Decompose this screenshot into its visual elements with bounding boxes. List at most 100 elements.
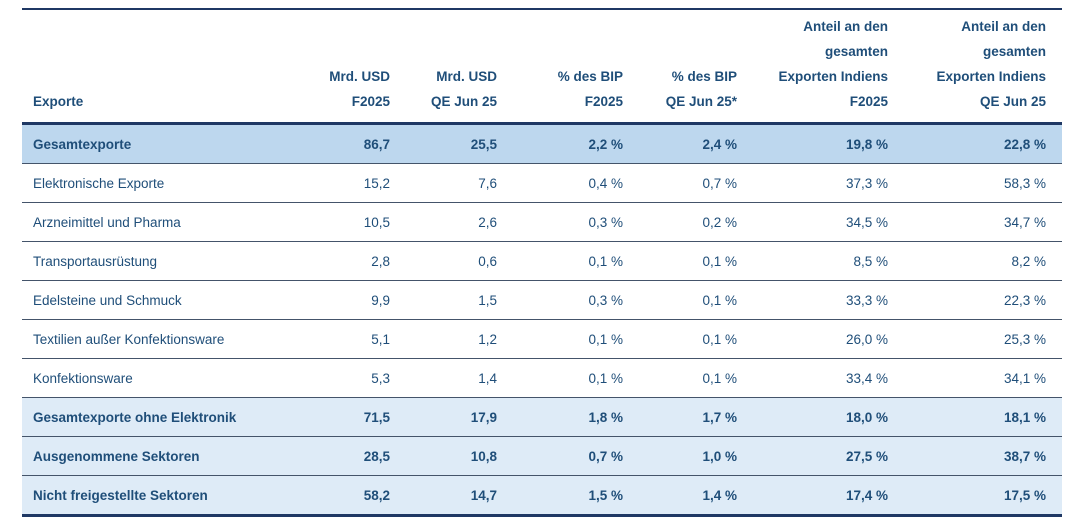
value-cell: 34,1 % — [902, 358, 1062, 398]
value-cell: 0,4 % — [511, 163, 637, 203]
value-cell: 17,9 — [404, 397, 511, 437]
table-row: Textilien außer Konfektionsware 5,1 1,2 … — [22, 319, 1062, 359]
value-cell: 18,0 % — [751, 397, 902, 437]
value-cell: 1,2 — [404, 319, 511, 359]
value-cell: 0,1 % — [637, 241, 751, 281]
value-cell: 0,1 % — [511, 358, 637, 398]
value-cell: 34,5 % — [751, 202, 902, 242]
value-cell: 33,4 % — [751, 358, 902, 398]
value-cell: 1,7 % — [637, 397, 751, 437]
value-cell: 5,1 — [300, 319, 404, 359]
column-header-line: % des BIP — [671, 69, 737, 84]
row-label-cell: Konfektionsware — [22, 358, 300, 398]
row-label-cell: Gesamtexporte ohne Elektronik — [22, 397, 300, 437]
row-label-cell: Gesamtexporte — [22, 123, 300, 164]
column-header-line: Exporte — [33, 94, 84, 109]
value-cell: 0,1 % — [637, 319, 751, 359]
column-header-line: Mrd. USD — [436, 69, 497, 84]
column-header-line: Exporten Indiens — [778, 69, 888, 84]
value-cell: 1,5 — [404, 280, 511, 320]
column-header-line: gesamten — [982, 44, 1046, 59]
value-cell: 7,6 — [404, 163, 511, 203]
column-header-anteil-qe-jun-25: Anteil an den gesamten Exporten Indiens … — [902, 8, 1062, 125]
value-cell: 0,7 % — [637, 163, 751, 203]
row-label-cell: Arzneimittel und Pharma — [22, 202, 300, 242]
value-cell: 10,5 — [300, 202, 404, 242]
value-cell: 0,7 % — [511, 436, 637, 476]
value-cell: 26,0 % — [751, 319, 902, 359]
value-cell: 14,7 — [404, 475, 511, 517]
column-header-mrd-usd-qe-jun-25: Mrd. USD QE Jun 25 — [404, 8, 511, 125]
row-label-cell: Transportausrüstung — [22, 241, 300, 281]
table-row: Gesamtexporte 86,7 25,5 2,2 % 2,4 % 19,8… — [22, 123, 1062, 164]
value-cell: 1,0 % — [637, 436, 751, 476]
table-row: Elektronische Exporte 15,2 7,6 0,4 % 0,7… — [22, 163, 1062, 203]
column-header-line: gesamten — [824, 44, 888, 59]
column-header-line: F2025 — [849, 94, 888, 109]
value-cell: 8,5 % — [751, 241, 902, 281]
value-cell: 0,3 % — [511, 280, 637, 320]
value-cell: 19,8 % — [751, 123, 902, 164]
value-cell: 0,3 % — [511, 202, 637, 242]
value-cell: 8,2 % — [902, 241, 1062, 281]
value-cell: 58,3 % — [902, 163, 1062, 203]
row-label-cell: Elektronische Exporte — [22, 163, 300, 203]
value-cell: 2,4 % — [637, 123, 751, 164]
value-cell: 34,7 % — [902, 202, 1062, 242]
header-row: Exporte Mrd. USD F2025 Mrd. USD QE Jun 2… — [22, 8, 1062, 125]
row-label-cell: Nicht freigestellte Sektoren — [22, 475, 300, 517]
table-row: Konfektionsware 5,3 1,4 0,1 % 0,1 % 33,4… — [22, 358, 1062, 398]
column-header-line: Anteil an den — [961, 19, 1046, 34]
column-header-line: F2025 — [584, 94, 623, 109]
value-cell: 9,9 — [300, 280, 404, 320]
value-cell: 0,1 % — [511, 241, 637, 281]
exports-table: Exporte Mrd. USD F2025 Mrd. USD QE Jun 2… — [22, 8, 1062, 517]
row-label-cell: Ausgenommene Sektoren — [22, 436, 300, 476]
value-cell: 0,1 % — [637, 280, 751, 320]
value-cell: 33,3 % — [751, 280, 902, 320]
value-cell: 38,7 % — [902, 436, 1062, 476]
value-cell: 1,4 % — [637, 475, 751, 517]
value-cell: 86,7 — [300, 123, 404, 164]
value-cell: 28,5 — [300, 436, 404, 476]
value-cell: 1,4 — [404, 358, 511, 398]
value-cell: 2,8 — [300, 241, 404, 281]
table-row: Edelsteine und Schmuck 9,9 1,5 0,3 % 0,1… — [22, 280, 1062, 320]
column-header-exporte: Exporte — [22, 8, 300, 125]
column-header-mrd-usd-f2025: Mrd. USD F2025 — [300, 8, 404, 125]
value-cell: 0,6 — [404, 241, 511, 281]
value-cell: 25,3 % — [902, 319, 1062, 359]
column-header-line: QE Jun 25 — [979, 94, 1046, 109]
value-cell: 17,5 % — [902, 475, 1062, 517]
column-header-line: Mrd. USD — [329, 69, 390, 84]
column-header-line: F2025 — [351, 94, 390, 109]
value-cell: 5,3 — [300, 358, 404, 398]
value-cell: 0,1 % — [511, 319, 637, 359]
value-cell: 15,2 — [300, 163, 404, 203]
row-label-cell: Edelsteine und Schmuck — [22, 280, 300, 320]
value-cell: 1,8 % — [511, 397, 637, 437]
value-cell: 27,5 % — [751, 436, 902, 476]
column-header-line: QE Jun 25* — [665, 94, 737, 109]
value-cell: 58,2 — [300, 475, 404, 517]
table-row: Arzneimittel und Pharma 10,5 2,6 0,3 % 0… — [22, 202, 1062, 242]
value-cell: 0,1 % — [637, 358, 751, 398]
table-row: Gesamtexporte ohne Elektronik 71,5 17,9 … — [22, 397, 1062, 437]
value-cell: 17,4 % — [751, 475, 902, 517]
column-header-line: % des BIP — [557, 69, 623, 84]
value-cell: 18,1 % — [902, 397, 1062, 437]
value-cell: 10,8 — [404, 436, 511, 476]
value-cell: 2,2 % — [511, 123, 637, 164]
value-cell: 25,5 — [404, 123, 511, 164]
value-cell: 71,5 — [300, 397, 404, 437]
table-row: Ausgenommene Sektoren 28,5 10,8 0,7 % 1,… — [22, 436, 1062, 476]
column-header-pct-bip-qe-jun-25: % des BIP QE Jun 25* — [637, 8, 751, 125]
value-cell: 2,6 — [404, 202, 511, 242]
value-cell: 0,2 % — [637, 202, 751, 242]
value-cell: 1,5 % — [511, 475, 637, 517]
value-cell: 22,8 % — [902, 123, 1062, 164]
column-header-pct-bip-f2025: % des BIP F2025 — [511, 8, 637, 125]
value-cell: 37,3 % — [751, 163, 902, 203]
value-cell: 22,3 % — [902, 280, 1062, 320]
table-row: Nicht freigestellte Sektoren 58,2 14,7 1… — [22, 475, 1062, 517]
